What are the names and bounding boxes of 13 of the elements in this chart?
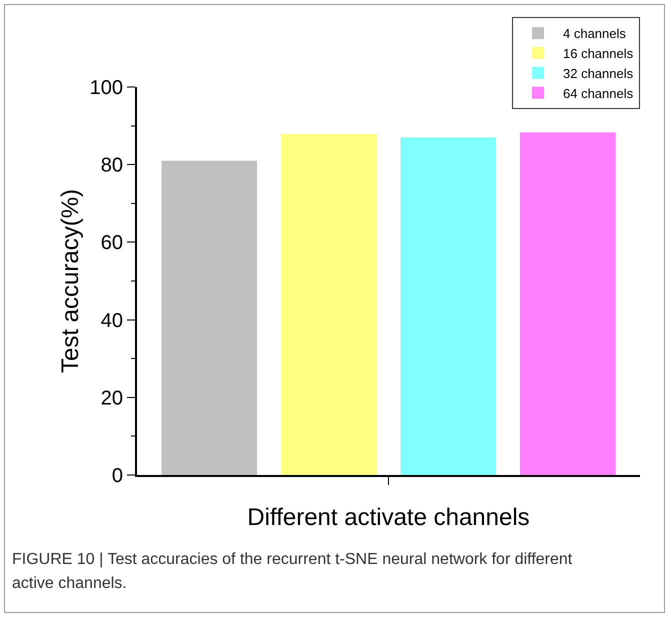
x-axis-title: Different activate channels bbox=[247, 504, 530, 531]
legend-label: 32 channels bbox=[563, 66, 634, 81]
legend-label: 4 channels bbox=[563, 26, 626, 42]
legend-label: 16 channels bbox=[563, 46, 634, 62]
y-tick-label: 20 bbox=[100, 387, 123, 410]
y-axis-title: Test accuracy(%) bbox=[57, 188, 84, 374]
caption: FIGURE 10 | Test accuracies of the recurrent t-SNE neural network for different active channels. bbox=[12, 550, 574, 594]
legend-label: 64 channels bbox=[563, 86, 634, 101]
y-tick-label: 60 bbox=[100, 232, 123, 254]
y-tick-label: 0 bbox=[112, 465, 123, 487]
y-tick-label: 40 bbox=[100, 310, 123, 332]
y-tick-label: 80 bbox=[100, 154, 123, 177]
y-tick-label: 100 bbox=[90, 77, 123, 99]
